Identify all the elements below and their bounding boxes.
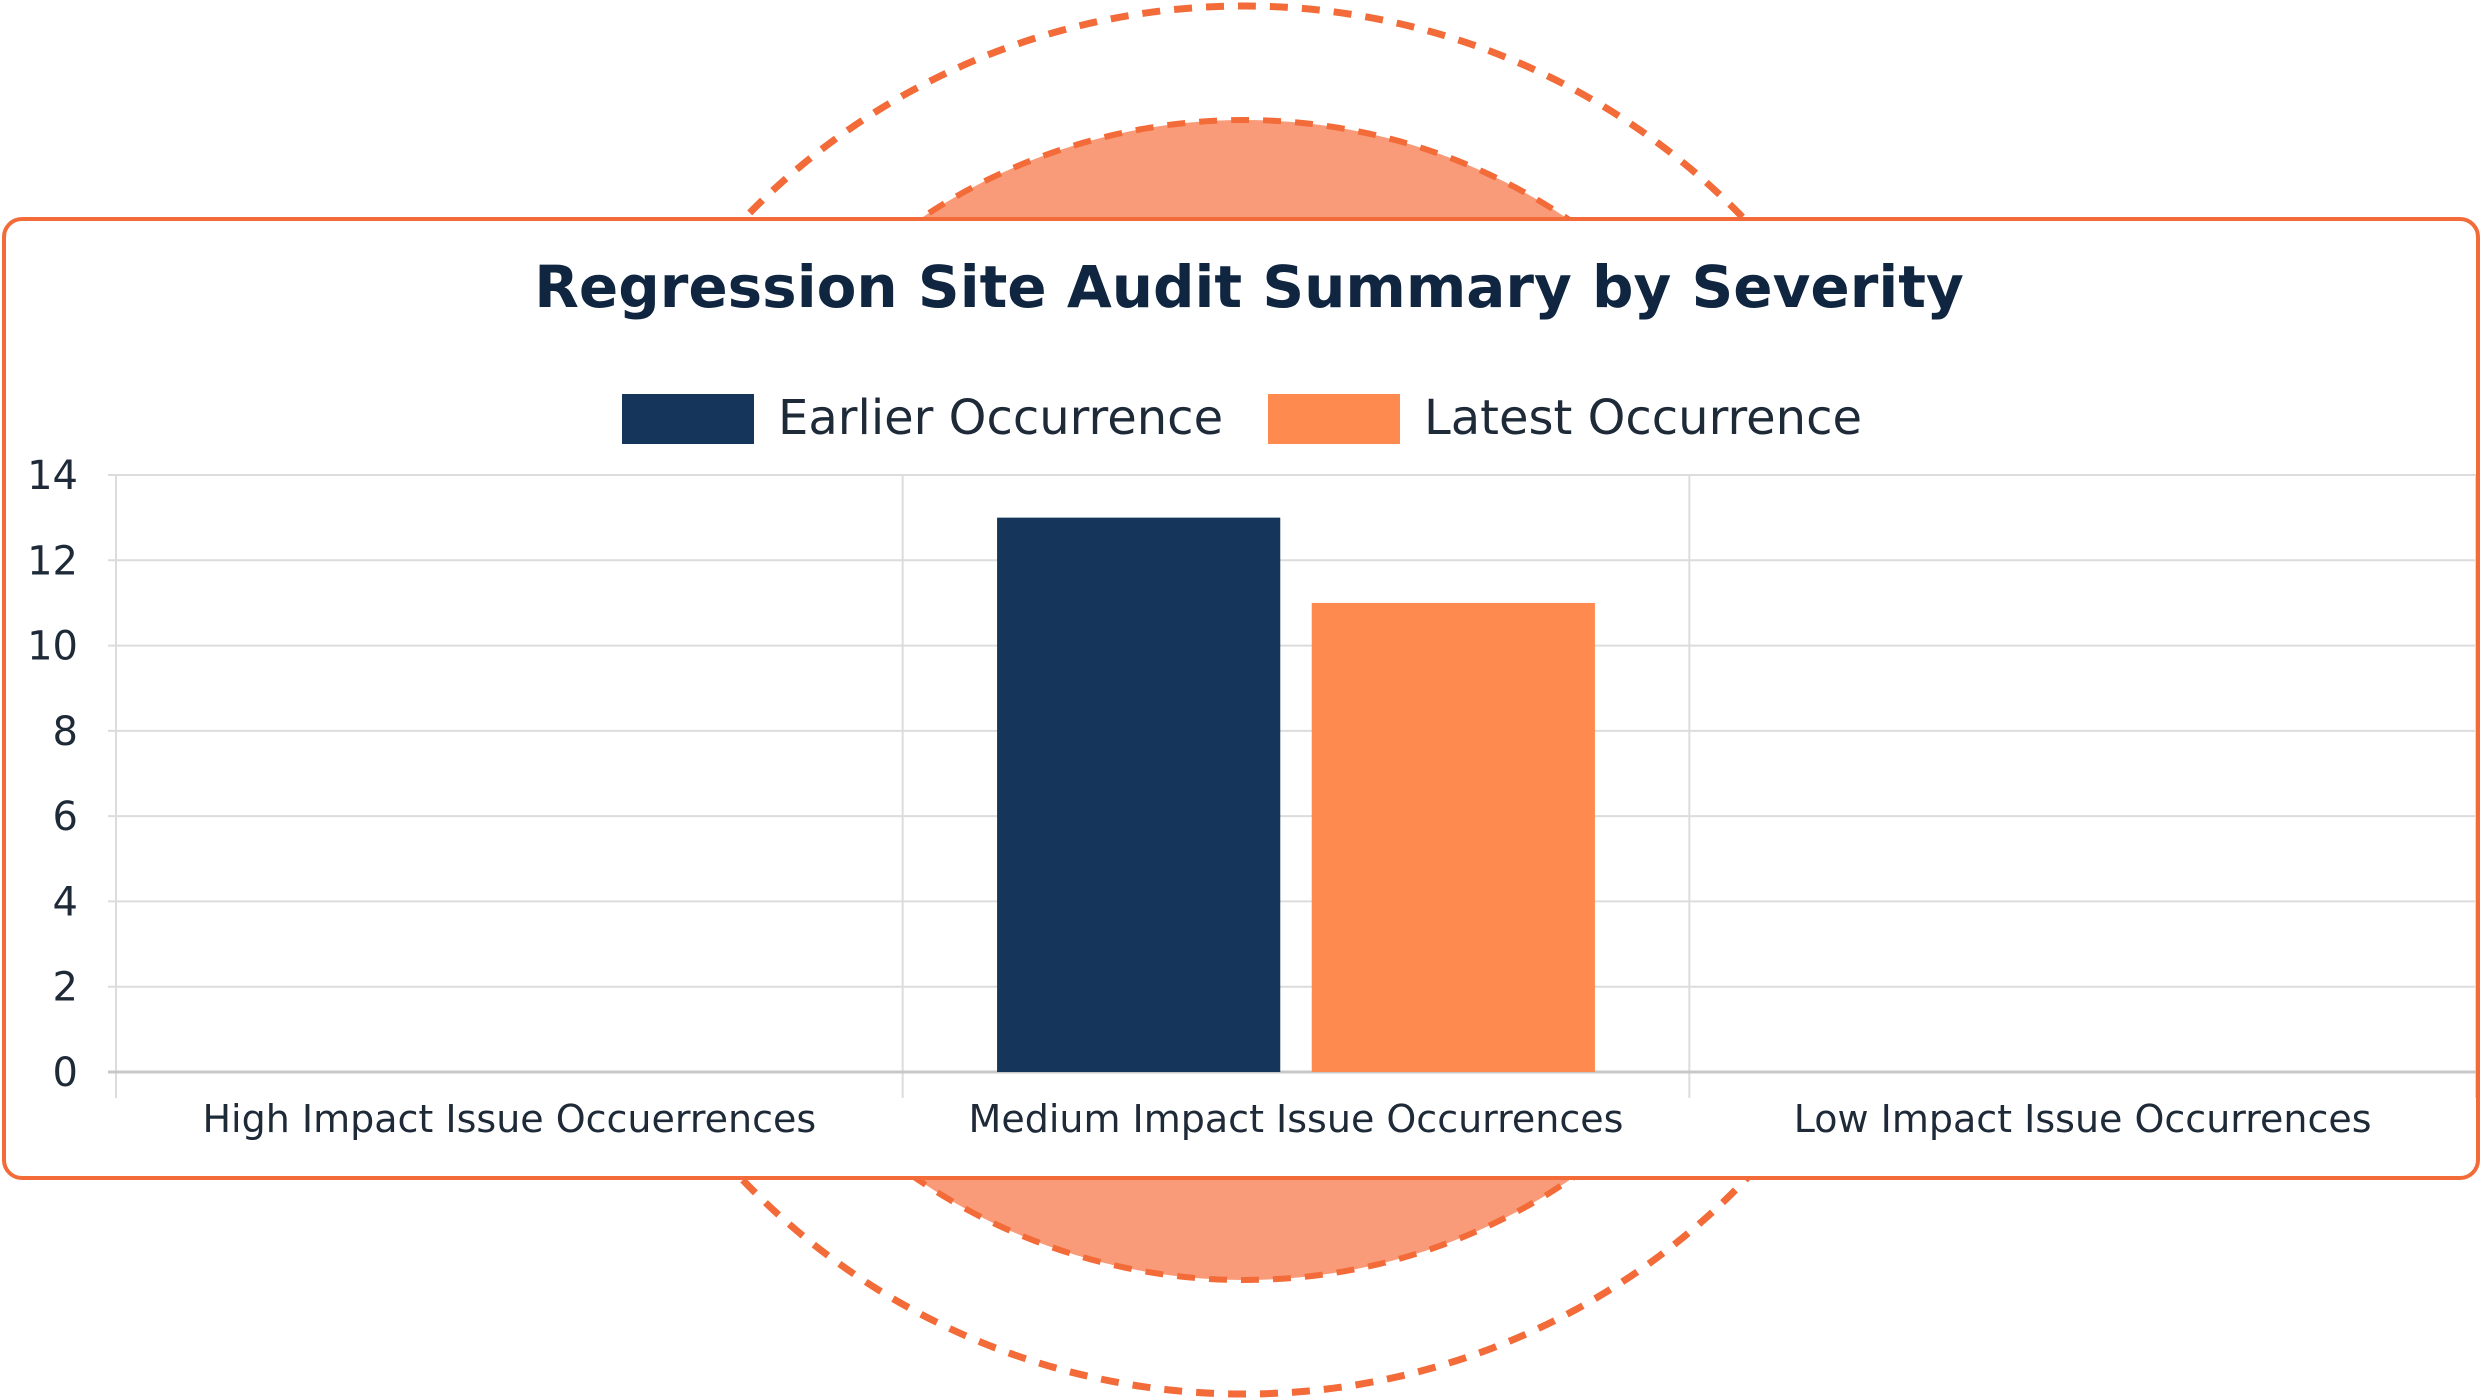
legend-swatch-earlier bbox=[622, 394, 754, 444]
y-tick-label: 12 bbox=[27, 538, 78, 584]
y-tick-label: 14 bbox=[27, 453, 78, 499]
y-tick-label: 6 bbox=[53, 794, 78, 840]
legend: Earlier Occurrence Latest Occurrence bbox=[622, 390, 1862, 446]
chart-title: Regression Site Audit Summary by Severit… bbox=[534, 253, 1964, 321]
y-tick-label: 8 bbox=[53, 709, 78, 755]
y-tick-label: 2 bbox=[53, 965, 78, 1011]
grid bbox=[108, 474, 2476, 1098]
x-category-label: Medium Impact Issue Occurrences bbox=[969, 1097, 1624, 1141]
x-axis-labels: High Impact Issue Occuerrences Medium Imp… bbox=[202, 1097, 2371, 1141]
legend-label-latest: Latest Occurrence bbox=[1424, 390, 1862, 446]
legend-label-earlier: Earlier Occurrence bbox=[778, 390, 1223, 446]
legend-swatch-latest bbox=[1268, 394, 1400, 444]
bars bbox=[997, 517, 1595, 1072]
bar-earlier-1 bbox=[997, 517, 1281, 1072]
y-tick-label: 4 bbox=[53, 879, 78, 925]
x-category-label: Low Impact Issue Occurrences bbox=[1794, 1097, 2372, 1141]
bar-latest-1 bbox=[1311, 602, 1595, 1072]
bar-chart: Regression Site Audit Summary by Severit… bbox=[27, 253, 2476, 1141]
x-category-label: High Impact Issue Occuerrences bbox=[202, 1097, 816, 1141]
y-axis-ticks: 0 2 4 6 8 10 12 14 bbox=[27, 453, 78, 1096]
y-tick-label: 10 bbox=[27, 624, 78, 670]
chart-card: Regression Site Audit Summary by Severit… bbox=[2, 217, 2480, 1180]
y-tick-label: 0 bbox=[53, 1050, 78, 1096]
